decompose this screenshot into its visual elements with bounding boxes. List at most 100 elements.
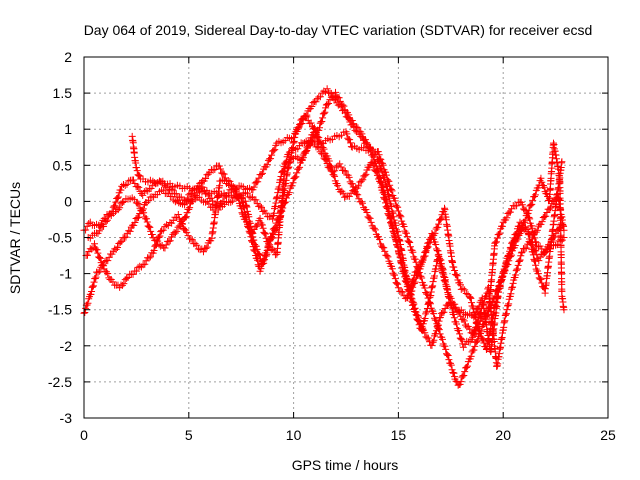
data-point bbox=[553, 241, 561, 249]
data-point bbox=[505, 300, 513, 308]
gridlines bbox=[84, 57, 608, 418]
data-point bbox=[265, 241, 273, 249]
data-point bbox=[146, 253, 154, 261]
data-point bbox=[411, 308, 419, 316]
data-point bbox=[478, 304, 486, 312]
data-point bbox=[443, 351, 451, 359]
data-point bbox=[87, 290, 95, 298]
data-point bbox=[335, 94, 343, 102]
data-point bbox=[370, 224, 378, 232]
data-point bbox=[421, 248, 429, 256]
data-point bbox=[187, 235, 195, 243]
data-point bbox=[159, 226, 167, 234]
data-point bbox=[473, 319, 481, 327]
data-point bbox=[521, 245, 529, 253]
data-point bbox=[135, 183, 143, 191]
data-point bbox=[421, 284, 429, 292]
data-point bbox=[255, 174, 263, 182]
data-point bbox=[252, 222, 260, 230]
data-point bbox=[284, 190, 292, 198]
data-point bbox=[132, 267, 140, 275]
data-point bbox=[147, 227, 155, 235]
data-point bbox=[278, 207, 286, 215]
data-point bbox=[394, 242, 402, 250]
data-point bbox=[426, 238, 434, 246]
data-point bbox=[386, 181, 394, 189]
data-point bbox=[275, 214, 283, 222]
data-point bbox=[228, 181, 236, 189]
data-point bbox=[299, 154, 307, 162]
data-point bbox=[259, 224, 267, 232]
data-point bbox=[532, 228, 540, 236]
data-point bbox=[102, 218, 110, 226]
data-point bbox=[477, 308, 485, 316]
data-point bbox=[124, 273, 132, 281]
data-point bbox=[341, 193, 349, 201]
data-point bbox=[193, 241, 201, 249]
data-point bbox=[183, 228, 191, 236]
data-point bbox=[282, 194, 290, 202]
y-tick-label: -0.5 bbox=[48, 230, 72, 246]
data-point bbox=[467, 299, 475, 307]
data-point bbox=[447, 361, 455, 369]
series-track-4 bbox=[84, 88, 566, 354]
data-point bbox=[354, 191, 362, 199]
data-point bbox=[403, 233, 411, 241]
data-point bbox=[432, 316, 440, 324]
data-point bbox=[188, 236, 196, 244]
data-point bbox=[401, 268, 409, 276]
data-point bbox=[539, 181, 547, 189]
y-tick-label: 0.5 bbox=[53, 157, 73, 173]
data-point bbox=[394, 284, 402, 292]
data-point bbox=[209, 197, 217, 205]
data-point bbox=[271, 223, 279, 231]
data-point bbox=[532, 247, 540, 255]
data-point bbox=[336, 160, 344, 168]
data-point bbox=[109, 278, 117, 286]
data-point bbox=[419, 324, 427, 332]
data-point bbox=[155, 233, 163, 241]
data-point bbox=[435, 220, 443, 228]
data-point bbox=[134, 171, 142, 179]
data-point bbox=[249, 238, 257, 246]
data-point bbox=[393, 241, 401, 249]
data-point bbox=[143, 218, 151, 226]
data-point bbox=[451, 267, 459, 275]
series-track-5 bbox=[128, 124, 568, 389]
data-point bbox=[402, 229, 410, 237]
data-point bbox=[381, 190, 389, 198]
data-markers bbox=[80, 85, 568, 389]
data-point bbox=[449, 368, 457, 376]
data-point bbox=[336, 97, 344, 105]
data-point bbox=[96, 254, 104, 262]
data-point bbox=[480, 339, 488, 347]
data-point bbox=[228, 197, 236, 205]
data-point bbox=[512, 230, 520, 238]
data-point bbox=[363, 139, 371, 147]
data-point bbox=[460, 371, 468, 379]
data-point bbox=[434, 325, 442, 333]
data-point bbox=[528, 224, 536, 232]
data-point bbox=[103, 216, 111, 224]
data-point bbox=[419, 320, 427, 328]
y-tick-label: -2.5 bbox=[48, 374, 72, 390]
data-point bbox=[129, 270, 137, 278]
data-point bbox=[411, 278, 419, 286]
data-point bbox=[145, 223, 153, 231]
data-point bbox=[147, 184, 155, 192]
data-point bbox=[295, 123, 303, 131]
data-point bbox=[485, 307, 493, 315]
x-tick-label: 20 bbox=[495, 427, 511, 443]
data-point bbox=[377, 175, 385, 183]
data-point bbox=[504, 301, 512, 309]
data-point bbox=[529, 248, 537, 256]
data-point bbox=[438, 335, 446, 343]
data-point bbox=[91, 274, 99, 282]
data-point bbox=[331, 172, 339, 180]
data-point bbox=[391, 197, 399, 205]
data-point bbox=[441, 278, 449, 286]
data-point bbox=[118, 199, 126, 207]
data-point bbox=[474, 337, 482, 345]
data-point bbox=[314, 137, 322, 145]
